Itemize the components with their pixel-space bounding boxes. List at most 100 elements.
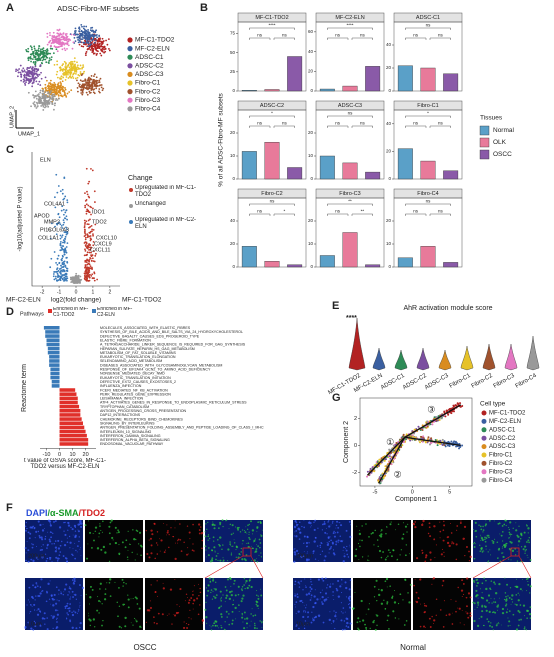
umap-dot <box>32 54 35 57</box>
cell <box>319 553 321 556</box>
umap-dot <box>67 73 69 76</box>
umap-dot <box>41 102 44 105</box>
cell <box>326 533 328 535</box>
cell <box>511 549 515 553</box>
cell <box>236 526 239 530</box>
cell <box>498 583 501 586</box>
cell <box>99 582 102 585</box>
volcano-dot <box>88 276 91 279</box>
volcano-dot <box>61 188 64 191</box>
cell <box>505 611 508 614</box>
volcano-dot <box>59 240 62 243</box>
cell <box>256 604 259 607</box>
umap-dot <box>55 41 58 44</box>
cell <box>348 544 350 546</box>
umap-dot <box>44 94 46 97</box>
umap-dot <box>68 62 71 64</box>
cell <box>515 554 517 556</box>
cell <box>260 594 263 597</box>
cell <box>313 540 316 543</box>
cell <box>510 559 512 561</box>
cell <box>234 526 237 528</box>
umap-dot <box>17 71 20 74</box>
label: INTERLEUKIN_10_SIGNALING <box>100 430 152 434</box>
umap-dot <box>99 37 101 40</box>
micrograph <box>205 520 263 562</box>
cell <box>68 609 71 612</box>
volcano-dot <box>85 203 88 206</box>
cell <box>245 526 247 528</box>
cell <box>41 617 45 620</box>
umap-dot <box>80 88 83 91</box>
cell <box>247 545 250 549</box>
cell <box>163 523 164 525</box>
cell <box>368 536 370 538</box>
umap-dot <box>20 79 23 82</box>
cell <box>33 609 36 611</box>
cell <box>295 535 298 538</box>
umap-dot <box>87 36 90 39</box>
cell <box>49 531 52 533</box>
cell <box>118 544 120 546</box>
cell <box>443 555 445 557</box>
cell <box>69 586 70 588</box>
label: Fibro-C4 <box>417 191 438 197</box>
volcano-dot <box>64 247 67 250</box>
umap-dot <box>85 34 88 37</box>
volcano-dot <box>61 254 64 257</box>
umap-dot <box>16 69 19 72</box>
umap-dot <box>16 75 19 78</box>
cell <box>139 625 142 628</box>
volcano-dot <box>86 266 89 269</box>
cell <box>30 558 33 561</box>
volcano-dot <box>86 190 88 193</box>
traj-dot <box>426 438 429 441</box>
sig-bracket <box>327 203 373 206</box>
umap-dot <box>53 104 56 107</box>
cell <box>518 611 521 614</box>
cell <box>327 536 330 539</box>
cell <box>525 548 527 551</box>
cell <box>349 599 351 602</box>
cell <box>491 626 494 628</box>
cell <box>241 558 244 561</box>
cell <box>100 529 102 531</box>
cell <box>55 602 58 605</box>
cell <box>150 529 153 532</box>
label: ADSC-C2 <box>260 103 284 109</box>
legend-fo: Upregulated in MF-C1-TDO2 <box>135 185 196 198</box>
cell <box>127 598 130 601</box>
cell <box>511 601 514 603</box>
cell <box>474 608 476 610</box>
cell <box>485 548 487 550</box>
cell <box>255 548 258 551</box>
label: 0 <box>411 489 414 495</box>
cell <box>127 559 129 561</box>
cell <box>230 533 233 536</box>
cell <box>30 627 33 630</box>
cell <box>466 605 468 608</box>
cell <box>357 542 360 545</box>
umap-dot <box>55 73 58 76</box>
umap-dot <box>27 47 30 50</box>
umap-dot <box>53 84 56 87</box>
cell <box>476 601 480 604</box>
umap-dot <box>64 87 66 89</box>
cell <box>193 550 195 552</box>
volcano-dot <box>87 209 90 212</box>
cell <box>324 531 327 534</box>
volcano-dot <box>86 244 89 247</box>
cell <box>156 531 159 533</box>
cell <box>72 596 75 598</box>
cell <box>408 553 410 555</box>
label: Fibro-C2 <box>261 191 282 197</box>
cell <box>204 608 207 611</box>
legend-fo: Enriched in MF-C2-ELN <box>97 307 132 317</box>
cell <box>485 579 487 582</box>
cell <box>521 590 523 592</box>
umap-dot <box>25 81 27 84</box>
violin <box>416 347 430 371</box>
cell <box>305 585 307 586</box>
umap-dot <box>87 81 90 84</box>
bar <box>51 379 60 384</box>
